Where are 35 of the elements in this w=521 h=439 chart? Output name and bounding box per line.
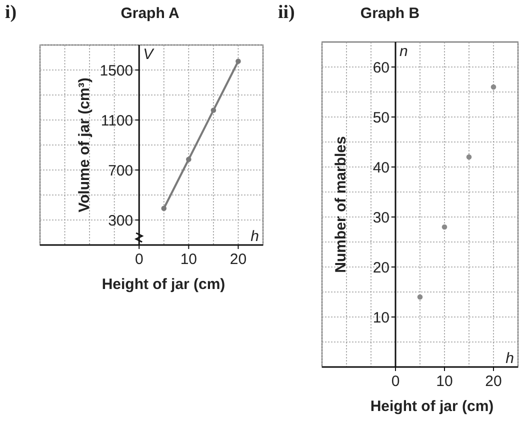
point: [490, 84, 496, 90]
annotation: h: [250, 228, 259, 245]
point: [466, 154, 472, 160]
x-axis-title: Height of jar (cm): [370, 398, 494, 415]
point: [236, 58, 241, 64]
x-tick-label: 10: [180, 251, 198, 268]
annotation: V: [143, 46, 156, 63]
y-tick-label: 1500: [100, 62, 134, 80]
y-tick-label: 30: [372, 209, 390, 226]
x-tick-label: 0: [134, 251, 144, 268]
text: i): [5, 2, 17, 23]
text: ii): [278, 2, 295, 23]
y-tick-label: 40: [372, 159, 390, 176]
annotation: h: [506, 350, 514, 367]
annotation: n: [400, 43, 408, 60]
y-tick-label: 10: [372, 309, 390, 326]
x-tick-label: 0: [391, 373, 400, 390]
y-tick-label: 300: [108, 212, 134, 230]
chart-title: Graph B: [360, 5, 420, 22]
y-tick-label: 60: [372, 59, 390, 76]
y-axis-title: Volume of jar (cm³): [76, 78, 94, 212]
x-tick-label: 10: [436, 373, 453, 390]
point: [186, 156, 192, 162]
y-axis-title: Number of marbles: [332, 136, 350, 273]
y-tick-label: 700: [108, 162, 134, 180]
y-tick-label: 50: [372, 109, 390, 126]
point: [442, 224, 448, 230]
x-tick-label: 20: [230, 251, 247, 268]
x-tick-label: 20: [485, 373, 502, 390]
x-axis-title: Height of jar (cm): [102, 276, 226, 293]
point: [417, 294, 423, 300]
point: [210, 108, 216, 113]
y-tick-label: 1100: [100, 112, 134, 130]
chart-title: Graph A: [120, 5, 180, 22]
point: [161, 206, 167, 212]
